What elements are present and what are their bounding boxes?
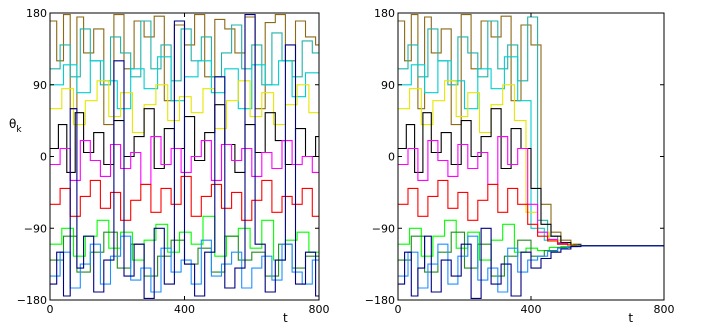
x-tick-label: 800: [309, 303, 330, 316]
y-tick-label: 90: [381, 79, 395, 92]
x-tick-label: 800: [654, 303, 675, 316]
series-line-10: [398, 235, 664, 293]
left-y-axis-label: θk: [9, 117, 22, 135]
x-tick-label: 400: [521, 303, 542, 316]
right-x-axis-label: t: [628, 311, 633, 325]
y-tick-label: −180: [365, 294, 395, 307]
series-line-1: [50, 14, 319, 126]
y-tick-label: 90: [33, 79, 47, 92]
series-line-7: [398, 179, 664, 247]
series-line-8: [50, 215, 319, 261]
series-line-6: [50, 136, 319, 185]
y-tick-label: −90: [372, 222, 395, 235]
series-line-11: [50, 14, 319, 299]
y-tick-label: −180: [17, 294, 47, 307]
y-tick-label: 180: [374, 7, 395, 20]
x-tick-label: 400: [174, 303, 195, 316]
x-tick-label: 0: [47, 303, 54, 316]
left-x-axis-label: t: [283, 311, 288, 325]
series-line-5: [398, 108, 664, 247]
series-line-10: [50, 235, 319, 293]
series-line-1: [398, 14, 664, 247]
y-tick-label: 0: [40, 151, 47, 164]
series-line-7: [50, 175, 319, 221]
series-line-11: [398, 227, 664, 299]
y-tick-label: −90: [24, 222, 47, 235]
y-tick-label: 180: [26, 7, 47, 20]
series-line-4: [50, 80, 319, 134]
x-tick-label: 0: [395, 303, 402, 316]
y-tick-label: 0: [388, 151, 395, 164]
